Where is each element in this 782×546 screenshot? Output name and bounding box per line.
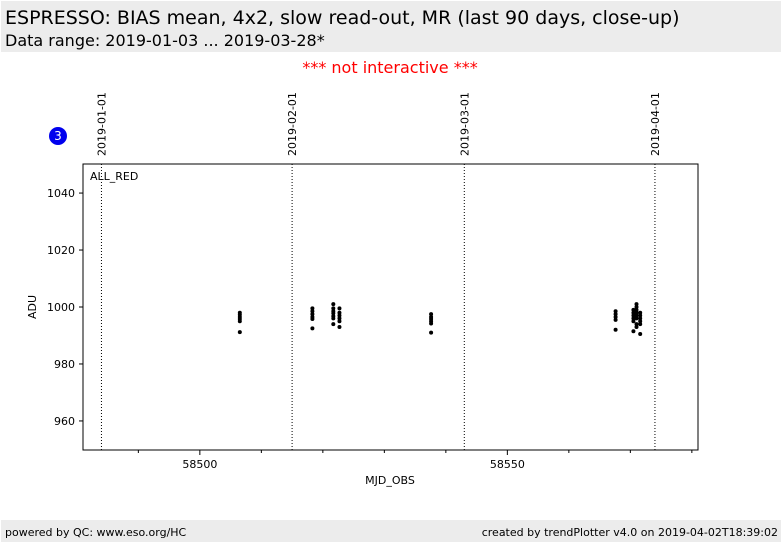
point [638,332,643,337]
subtitle: Data range: 2019-01-03 ... 2019-03-28* [5,31,325,50]
point [634,316,639,321]
point [337,310,342,315]
date-label: 2019-04-01 [649,92,662,156]
point [237,319,242,324]
plot-frame [82,163,699,451]
date-label: 2019-03-01 [458,92,471,156]
point [337,324,342,329]
point [638,310,643,315]
point [337,306,342,311]
y-tick-label: 980 [54,358,75,371]
point [337,313,342,318]
point [631,310,636,315]
point [429,330,434,335]
point [310,326,315,331]
point [631,313,636,318]
y-tick-label: 1000 [47,301,75,314]
point [310,316,315,321]
notice: *** not interactive *** [302,58,477,77]
panel-label: ALL_RED [90,170,138,183]
point [634,310,639,315]
point [634,302,639,307]
point [337,319,342,324]
point [331,316,336,321]
point [631,316,636,321]
title: ESPRESSO: BIAS mean, 4x2, slow read-out,… [5,7,680,29]
point [331,311,336,316]
point [613,312,618,317]
point [613,317,618,322]
point [429,321,434,326]
footer-left: powered by QC: www.eso.org/HC [5,526,187,539]
point [638,313,643,318]
point [331,322,336,327]
badge: 3 [54,129,62,143]
point [631,329,636,334]
y-tick-label: 1040 [47,187,75,200]
point [429,312,434,317]
x-tick-label: 58550 [490,458,525,471]
point [310,312,315,317]
y-label: ADU [26,295,39,319]
date-label: 2019-01-01 [95,92,108,156]
point [631,319,636,324]
footer-bg [1,520,781,542]
point [613,314,618,319]
point [631,307,636,312]
footer-right: created by trendPlotter v4.0 on 2019-04-… [482,526,778,539]
x-label: MJD_OBS [365,474,415,487]
point [634,322,639,327]
point [310,309,315,314]
x-tick-label: 58500 [182,458,217,471]
point [613,327,618,332]
point [634,305,639,309]
date-label: 2019-02-01 [286,92,299,156]
point [337,316,342,321]
point [331,302,336,307]
point [638,316,643,321]
point [331,306,336,311]
badge-circle [49,127,67,145]
point [634,307,639,312]
point [634,313,639,318]
y-tick-label: 1020 [47,244,75,257]
point [638,322,643,327]
point [634,324,639,329]
header-bg [1,1,781,52]
point [237,330,242,335]
point [310,306,315,311]
point [613,309,618,314]
point [638,319,643,324]
y-tick-label: 960 [54,415,75,428]
